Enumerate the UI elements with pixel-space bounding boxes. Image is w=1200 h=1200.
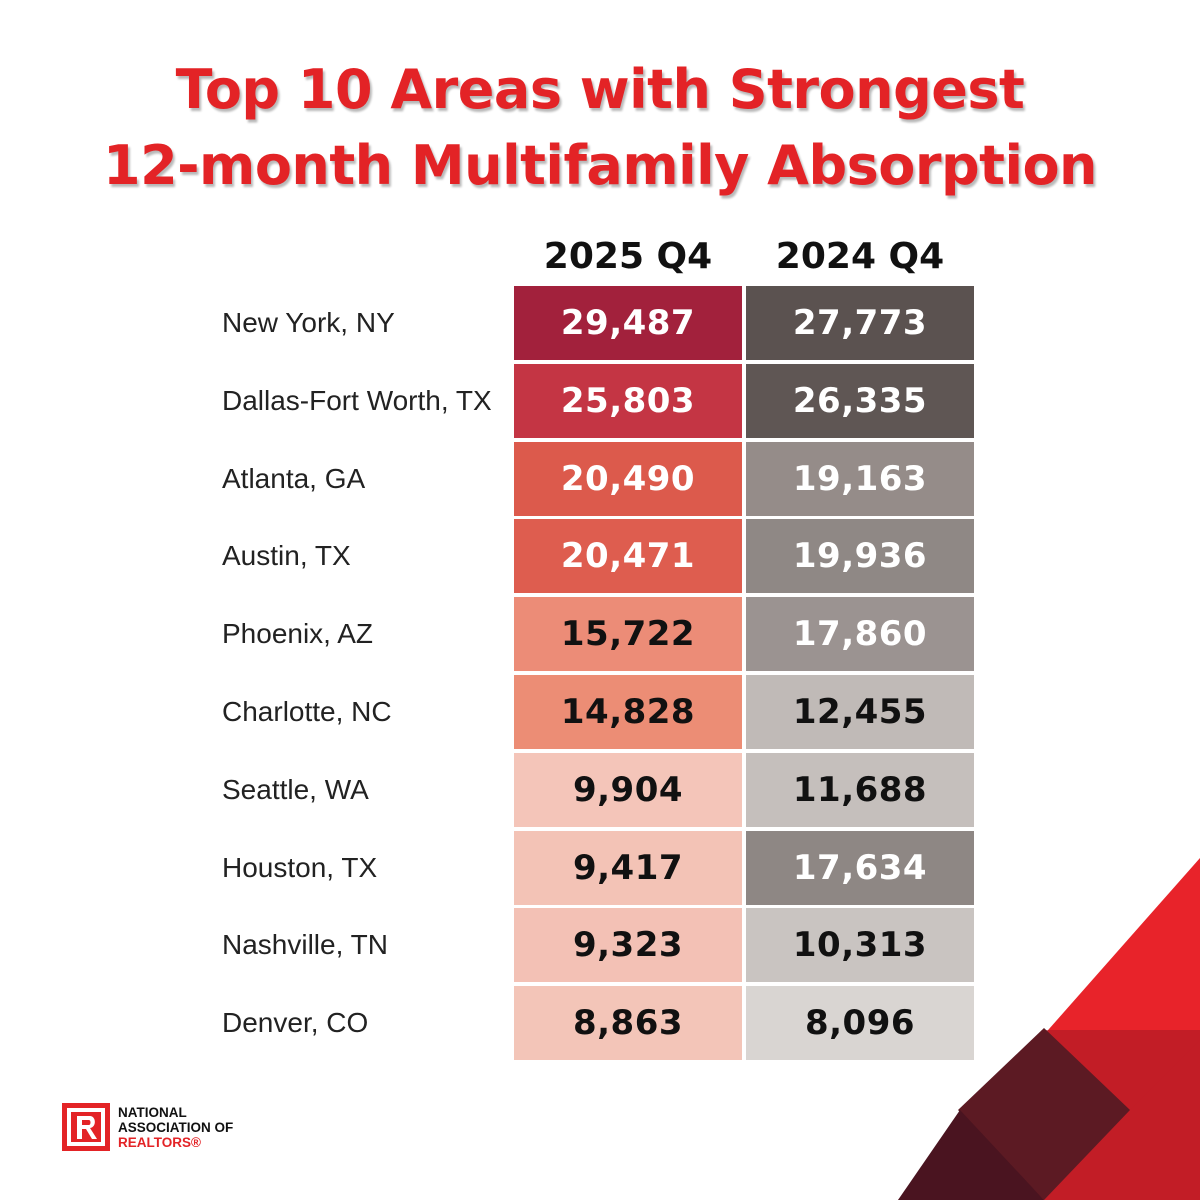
value-2025-cell: 14,828 (514, 675, 742, 749)
value-2024-cell: 27,773 (746, 286, 974, 360)
value-2024-cell: 19,163 (746, 442, 974, 516)
row-label: Denver, CO (222, 1007, 369, 1038)
row-label: New York, NY (222, 307, 395, 338)
column-header-2024: 2024 Q4 (775, 236, 945, 277)
value-2025-cell: 9,417 (514, 831, 742, 905)
chart-title: Top 10 Areas with Strongest 12-month Mul… (0, 52, 1200, 204)
value-2024-cell: 19,936 (746, 519, 974, 593)
nar-logo: NATIONAL ASSOCIATION OF REALTORS® (62, 1103, 233, 1151)
value-2025-cell: 9,904 (514, 753, 742, 827)
value-2024-cell: 11,688 (746, 753, 974, 827)
row-label: Phoenix, AZ (222, 618, 373, 649)
row-label: Atlanta, GA (222, 463, 366, 494)
logo-line-1: NATIONAL (118, 1104, 187, 1120)
title-line-2: 12-month Multifamily Absorption (103, 134, 1098, 197)
value-2025-cell: 8,863 (514, 986, 742, 1060)
column-header-2025: 2025 Q4 (543, 236, 713, 277)
row-label: Houston, TX (222, 852, 378, 883)
row-label: Dallas-Fort Worth, TX (222, 385, 492, 416)
row-label: Nashville, TN (222, 929, 388, 960)
value-2025-cell: 15,722 (514, 597, 742, 671)
row-label: Charlotte, NC (222, 696, 392, 727)
value-2025-cell: 9,323 (514, 908, 742, 982)
value-2024-cell: 8,096 (746, 986, 974, 1060)
value-2025-cell: 20,471 (514, 519, 742, 593)
row-label: Austin, TX (222, 540, 351, 571)
value-2024-cell: 17,634 (746, 831, 974, 905)
realtor-r-icon (62, 1103, 110, 1151)
value-2024-cell: 12,455 (746, 675, 974, 749)
logo-line-3: REALTORS® (118, 1134, 201, 1150)
value-2025-cell: 29,487 (514, 286, 742, 360)
value-2025-cell: 25,803 (514, 364, 742, 438)
value-2024-cell: 17,860 (746, 597, 974, 671)
value-2024-cell: 26,335 (746, 364, 974, 438)
title-line-1: Top 10 Areas with Strongest (175, 58, 1025, 121)
value-2024-cell: 10,313 (746, 908, 974, 982)
value-2025-cell: 20,490 (514, 442, 742, 516)
logo-line-2: ASSOCIATION OF (118, 1119, 234, 1135)
row-label: Seattle, WA (222, 774, 369, 805)
